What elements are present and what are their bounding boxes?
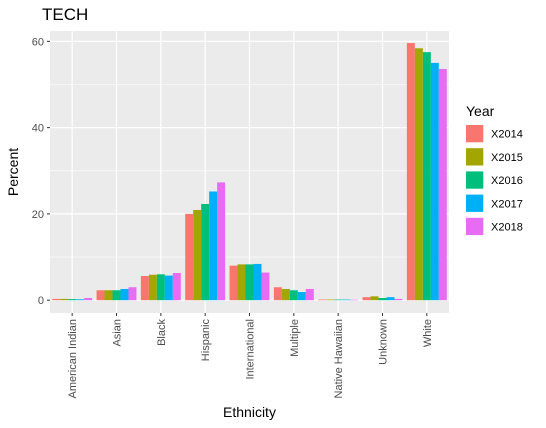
bar (128, 287, 137, 301)
bar (84, 298, 93, 301)
bar (68, 299, 77, 301)
bar (52, 298, 61, 301)
bar (148, 274, 157, 301)
y-tick-label: 20 (32, 209, 44, 221)
bar (185, 213, 194, 301)
y-tick-label: 40 (32, 123, 44, 135)
y-axis-title: Percent (5, 148, 21, 196)
bar (172, 273, 181, 301)
legend-label: X2017 (491, 198, 523, 210)
legend-label: X2016 (491, 175, 523, 187)
x-tick-label: White (422, 319, 434, 347)
bar (422, 52, 431, 301)
x-tick-label: Black (156, 319, 168, 346)
bar (289, 290, 298, 301)
legend-key (466, 148, 484, 166)
bar (96, 290, 105, 301)
legend-key (466, 194, 484, 212)
bar (378, 298, 387, 301)
bar (386, 297, 395, 301)
bar (217, 182, 226, 301)
bar (156, 274, 165, 301)
x-tick-label: Multiple (289, 319, 301, 357)
bar (140, 276, 149, 301)
bar (326, 299, 335, 301)
bar (253, 263, 262, 301)
y-tick-label: 0 (38, 295, 44, 307)
bar (245, 264, 254, 301)
bar (406, 43, 415, 301)
x-tick-label: Native Hawaiian (333, 319, 345, 398)
bar (438, 68, 447, 301)
legend-key (466, 217, 484, 236)
legend-label: X2018 (491, 221, 523, 233)
bar (76, 299, 85, 301)
bar (261, 272, 270, 301)
bar (370, 296, 379, 301)
bar (164, 275, 173, 301)
legend-key (466, 125, 484, 143)
bar (201, 203, 210, 301)
bar (112, 290, 121, 301)
bar (237, 264, 246, 301)
legend-label: X2014 (491, 129, 523, 141)
bar (430, 62, 439, 301)
bar (342, 299, 351, 301)
y-axis: 0 20 40 60 (32, 36, 50, 307)
legend: Year X2014 X2015 X2016 X2017 X2018 (466, 103, 523, 236)
bar (193, 210, 202, 301)
bar (120, 288, 129, 301)
bar (305, 288, 314, 301)
bar (297, 291, 306, 301)
bar (394, 298, 403, 301)
bar (209, 191, 218, 301)
bar (229, 265, 238, 301)
x-tick-label: Asian (112, 319, 124, 347)
x-tick-label: American Indian (67, 319, 79, 399)
bars (52, 43, 447, 301)
bar (281, 288, 290, 301)
legend-label: X2015 (491, 152, 523, 164)
y-tick-label: 60 (32, 36, 44, 48)
x-tick-label: International (245, 319, 257, 380)
x-axis-title: Ethnicity (223, 404, 276, 420)
bar (318, 299, 327, 301)
bar (104, 290, 113, 301)
bar (414, 48, 423, 301)
legend-title: Year (466, 103, 495, 119)
bar (350, 299, 359, 301)
chart-title: TECH (42, 5, 88, 24)
bar (273, 287, 282, 301)
bar (334, 299, 343, 301)
x-tick-label: Unknown (378, 319, 390, 365)
x-tick-label: Hispanic (200, 319, 212, 362)
legend-key (466, 171, 484, 189)
bar (60, 298, 69, 301)
bar (362, 297, 371, 301)
x-axis: American Indian Asian Black Hispanic Interna… (67, 313, 434, 399)
